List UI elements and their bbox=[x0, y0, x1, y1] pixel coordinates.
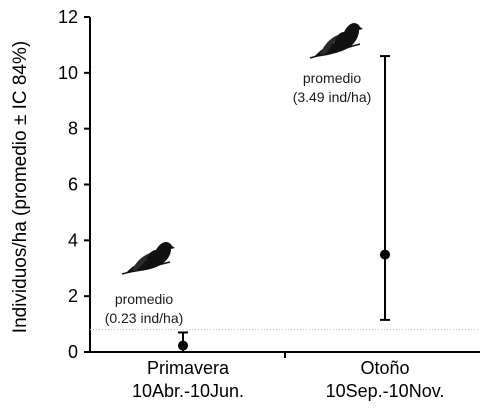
x-tick-label-otono: Otoño bbox=[360, 358, 409, 378]
x-tick-sublabel-otono: 10Sep.-10Nov. bbox=[326, 381, 445, 401]
y-tick-label: 0 bbox=[68, 342, 78, 362]
y-tick-label: 10 bbox=[58, 63, 78, 83]
data-marks bbox=[178, 55, 390, 352]
y-tick-label: 4 bbox=[68, 230, 78, 250]
dove-silhouette-icon bbox=[309, 23, 363, 59]
y-tick-label: 6 bbox=[68, 175, 78, 195]
y-ticks: 0 2 4 6 8 10 12 bbox=[58, 7, 90, 362]
x-tick-sublabel-primavera: 10Abr.-10Jun. bbox=[132, 381, 244, 401]
annotation-primavera: promedio (0.23 ind/ha) bbox=[105, 242, 184, 326]
y-axis-label: Individuos/ha (promedio ± IC 84%) bbox=[10, 41, 31, 333]
y-tick-label: 2 bbox=[68, 286, 78, 306]
x-tick-label-primavera: Primavera bbox=[147, 358, 230, 378]
annotation-value-otono: (3.49 ind/ha) bbox=[293, 89, 372, 105]
mean-point bbox=[178, 340, 188, 351]
annotation-label-otono: promedio bbox=[303, 70, 362, 86]
mean-point bbox=[380, 249, 390, 260]
y-tick-label: 8 bbox=[68, 119, 78, 139]
annotation-value-primavera: (0.23 ind/ha) bbox=[105, 310, 184, 326]
dove-silhouette-icon bbox=[121, 242, 175, 275]
y-tick-label: 12 bbox=[58, 7, 78, 27]
annotation-label-primavera: promedio bbox=[115, 291, 174, 307]
annotation-otono: promedio (3.49 ind/ha) bbox=[293, 23, 372, 105]
